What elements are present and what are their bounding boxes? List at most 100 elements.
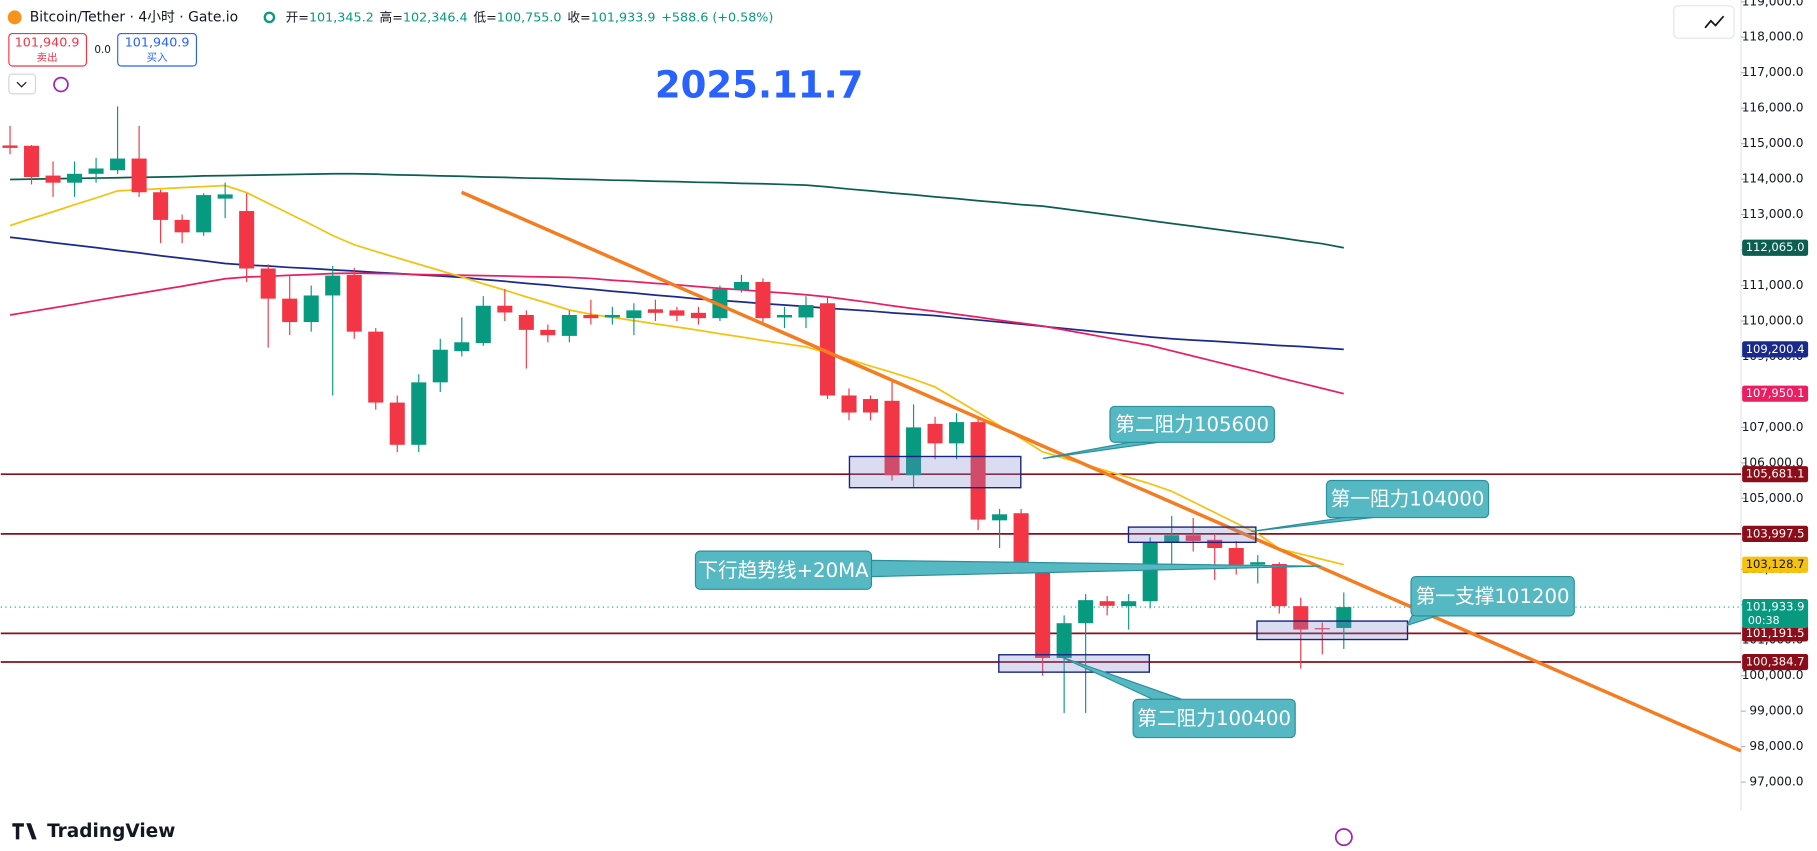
candle-body (992, 514, 1008, 521)
level-price-label-bg (1742, 525, 1809, 543)
zone (1256, 620, 1409, 641)
sell-button[interactable] (8, 32, 88, 67)
y-tick-label: 115,000.0 (1742, 136, 1804, 150)
candle-body (325, 275, 341, 296)
y-tick-label: 119,000.0 (1742, 0, 1804, 8)
candle-body (1013, 513, 1029, 566)
candle-body (561, 314, 577, 336)
candle-body (45, 175, 61, 183)
candle-body (1121, 601, 1137, 607)
y-tick-label: 105,000.0 (1742, 491, 1804, 505)
symbol-icon (7, 10, 22, 25)
candle-body (927, 423, 943, 444)
drawing-tool-icon[interactable] (1704, 15, 1725, 29)
buy-button[interactable] (117, 32, 198, 67)
ohlc-value: 102,346.4 (403, 10, 468, 25)
callout-text: 下行趋势线+20MA (698, 559, 869, 582)
y-tick-label: 98,000.0 (1749, 739, 1803, 753)
candle-body (798, 305, 814, 318)
candle-body (819, 303, 836, 396)
ohlc-label: 低= (473, 10, 496, 25)
candle-body (647, 309, 663, 313)
zone (1127, 526, 1257, 544)
candle-body (346, 274, 362, 332)
y-tick-label: 111,000.0 (1742, 278, 1804, 292)
countdown: 00:38 (1748, 614, 1780, 627)
candle-body (841, 395, 857, 413)
y-tick-label: 114,000.0 (1742, 172, 1804, 186)
ohlc: 开=101,345.2 高=102,346.4 低=100,755.0 收=101,9… (286, 9, 774, 25)
candle-body (110, 158, 126, 171)
candle-body (1078, 600, 1094, 624)
candle-body (1164, 535, 1180, 543)
candle-body (67, 173, 83, 183)
ma-price-label: 107,950.1 (1746, 386, 1805, 400)
refresh-icon[interactable] (53, 76, 69, 93)
candle-body (1228, 548, 1244, 565)
candle-body (131, 158, 147, 193)
moving-average (9, 236, 1344, 351)
ma-price-label: 103,128.7 (1746, 557, 1805, 571)
level-price-label-bg (1742, 625, 1809, 642)
y-tick-label: 116,000.0 (1742, 101, 1804, 115)
callout-box (1132, 698, 1296, 739)
ma-price-label: 109,200.4 (1746, 342, 1805, 356)
candle-body (88, 168, 104, 174)
y-tick-label: 117,000.0 (1742, 65, 1804, 79)
candle-body (1207, 539, 1223, 549)
logo-text: TradingView (47, 821, 175, 842)
buy-label: 买入 (147, 52, 168, 64)
candle-body (1099, 601, 1115, 606)
candle-body (411, 382, 427, 445)
y-tick-label: 110,000.0 (1742, 313, 1804, 327)
ma-price-label-bg (1742, 239, 1809, 256)
candle-body (862, 399, 879, 413)
level-price-label-bg (1742, 653, 1809, 671)
plot-area (0, 106, 1741, 713)
lightning-icon[interactable] (1334, 828, 1353, 847)
candle-body (733, 281, 749, 290)
callout-box (1109, 405, 1275, 443)
toolbar[interactable] (1673, 5, 1735, 39)
chevron-icon (16, 81, 27, 88)
candle-body (1271, 563, 1287, 607)
ohlc-label: 开= (286, 10, 309, 25)
ohlc-value: 101,345.2 (309, 10, 374, 25)
spread: 0.0 (94, 44, 111, 56)
visibility-icon[interactable] (263, 11, 276, 24)
callout-box (1325, 479, 1490, 519)
moving-average (9, 184, 1345, 566)
level-price-label: 101,191.5 (1746, 626, 1805, 640)
candle-body (1185, 535, 1201, 541)
level-price-label: 100,384.7 (1746, 655, 1805, 669)
ma-price-label-bg (1742, 341, 1809, 358)
candle-body (583, 314, 599, 319)
candle-body (389, 402, 405, 445)
sell-label: 卖出 (37, 51, 58, 64)
candle-body (475, 305, 491, 343)
candle-body (217, 194, 233, 199)
candle-body (497, 305, 513, 313)
candle-body (196, 195, 212, 233)
candle-body (604, 314, 620, 318)
candle-body (239, 211, 255, 269)
ohlc-label: 高= (380, 9, 403, 25)
collapse-button[interactable] (8, 73, 37, 95)
candle-body (755, 281, 771, 319)
callout-text: 第一支撑101200 (1416, 585, 1570, 608)
change: +588.6 (+0.58%) (661, 10, 773, 25)
candle-body (1250, 562, 1266, 565)
y-tick-label: 100,000.0 (1742, 668, 1804, 682)
buy-price: 101,940.9 (125, 35, 190, 50)
candle-body (1293, 606, 1309, 630)
current-price-bg (1742, 598, 1809, 628)
y-tick-label: 106,000.0 (1742, 455, 1804, 469)
candle-body (1314, 628, 1330, 630)
candle-body (260, 268, 276, 299)
ohlc-value: 100,755.0 (497, 10, 562, 25)
candle-body (518, 314, 534, 330)
moving-average (10, 172, 1344, 249)
current-price-label: 101,933.9 (1746, 600, 1805, 614)
callout-text: 第一阻力104000 (1331, 488, 1485, 511)
y-tick-label: 107,000.0 (1742, 420, 1804, 434)
